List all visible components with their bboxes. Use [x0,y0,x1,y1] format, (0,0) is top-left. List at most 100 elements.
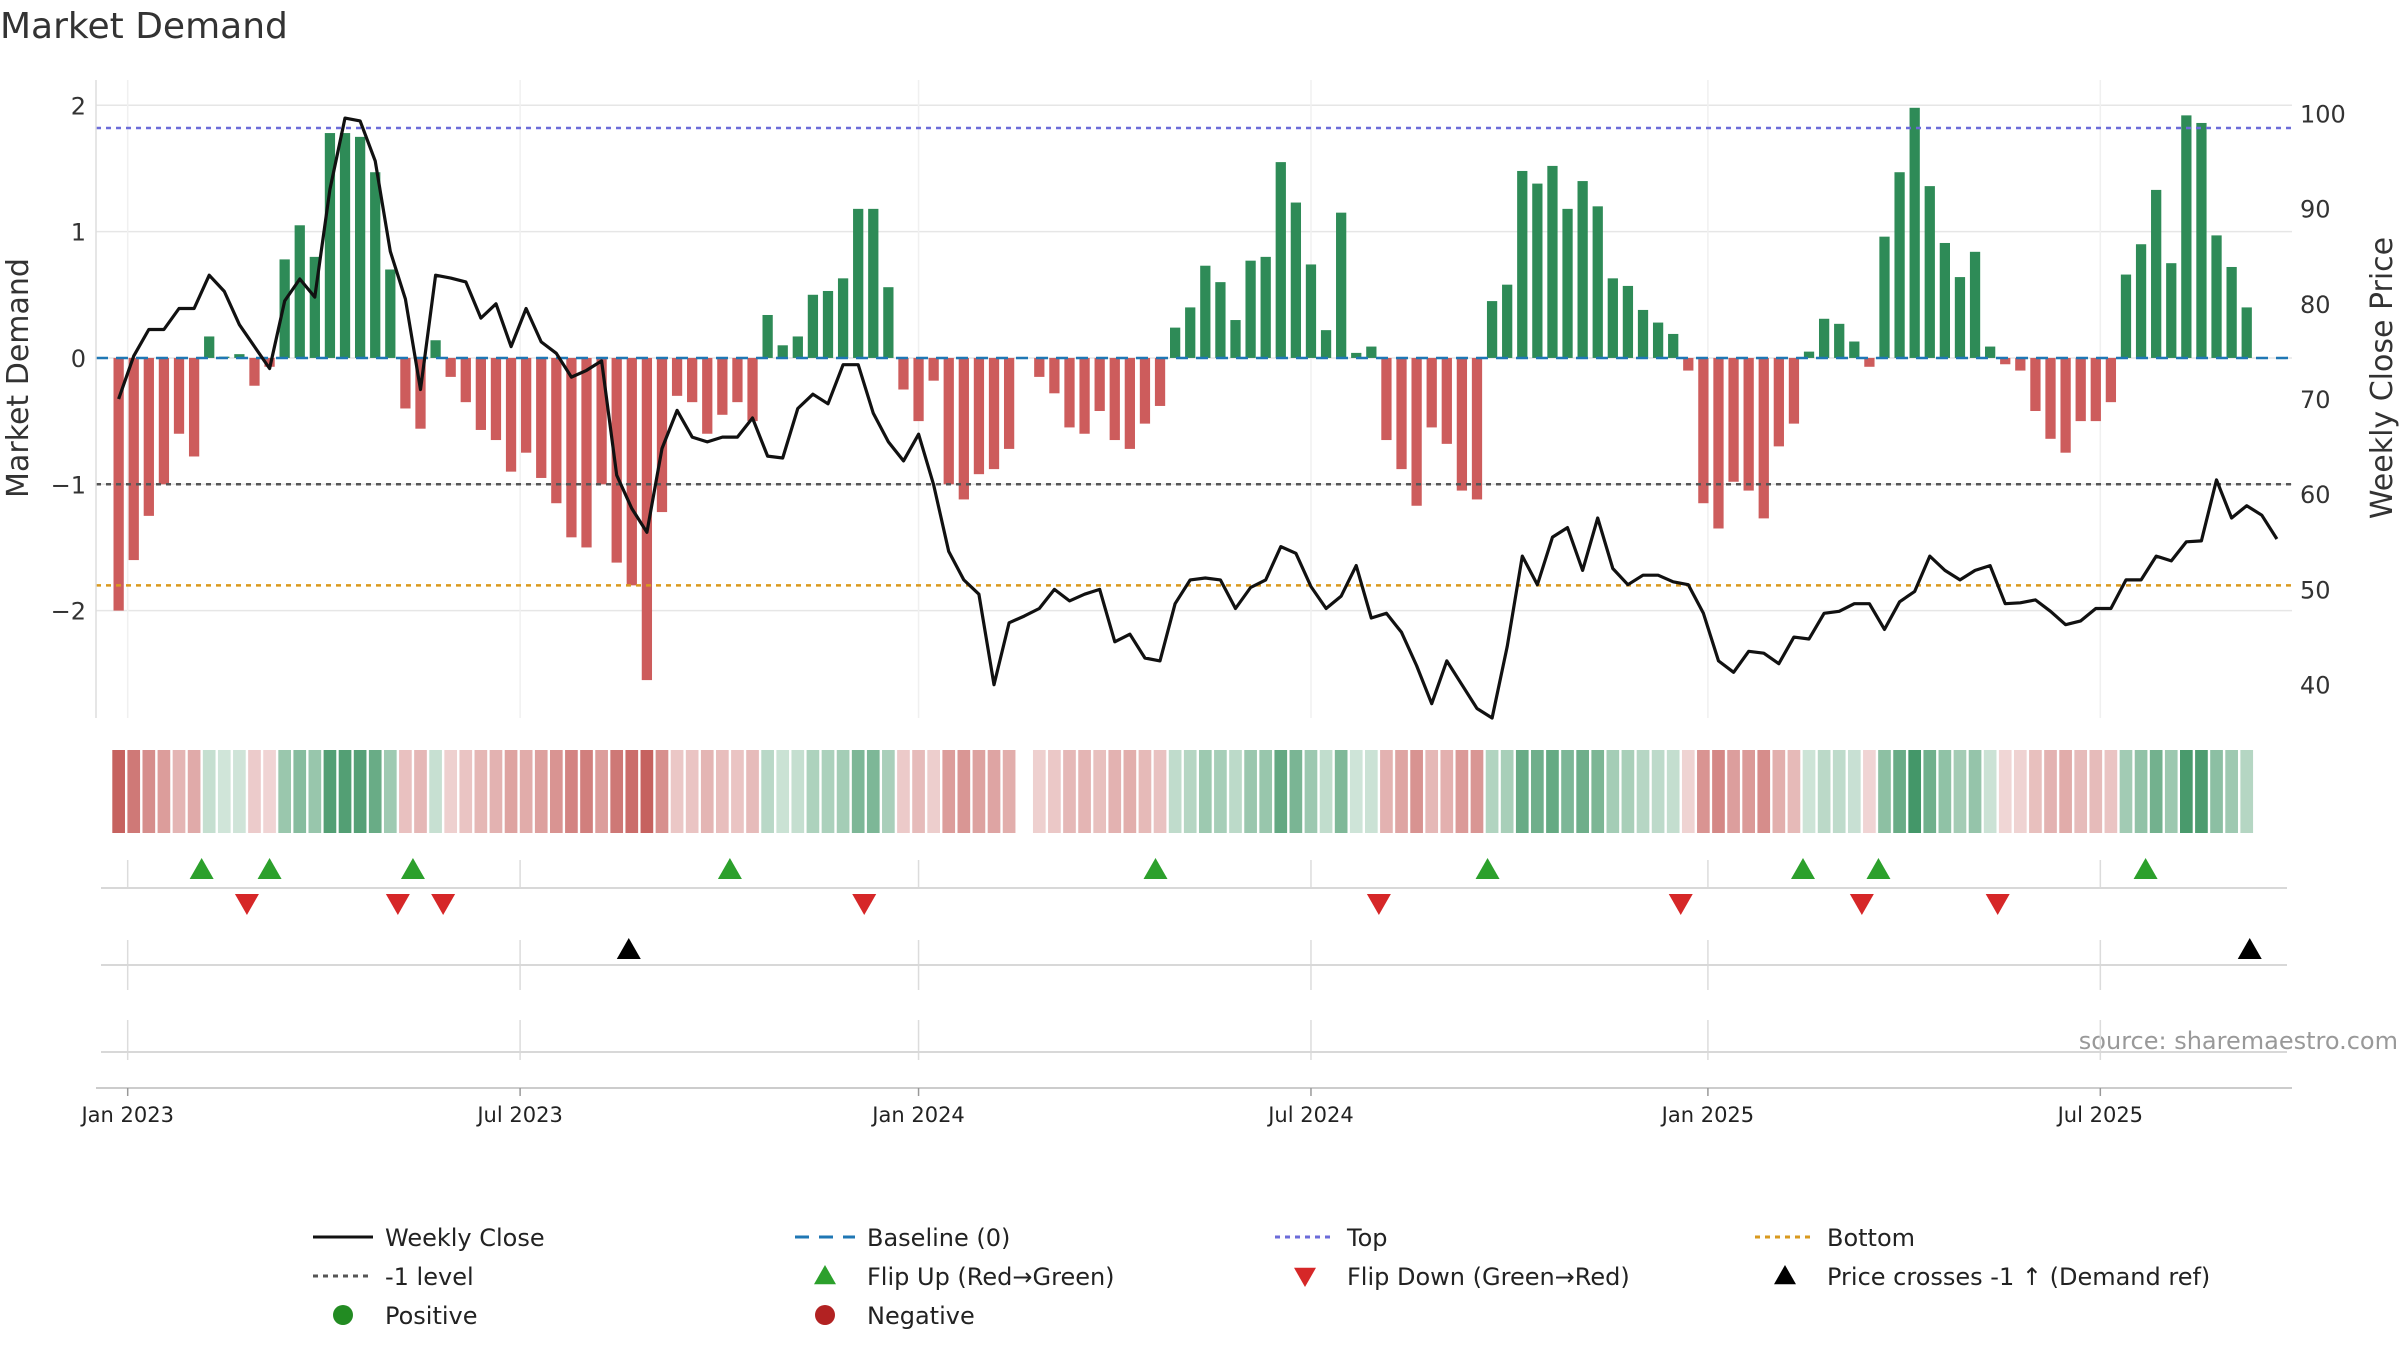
legend-swatch-circle [333,1305,353,1325]
demand-bar-negative [1381,357,1392,441]
heat-cell [2195,750,2208,833]
demand-bar-negative [1743,357,1754,491]
heat-cell [323,750,337,833]
flip-up-marker [1790,858,1815,879]
heat-cell [1048,750,1061,833]
heat-cell [1198,750,1212,833]
heat-cell [1515,750,1529,833]
legend-label: -1 level [385,1263,474,1291]
heat-cell [595,750,608,833]
y-tick-label-left: −1 [51,471,86,499]
demand-bar-negative [1788,357,1800,424]
demand-bar-negative [898,357,909,390]
y-tick-label-left: 1 [71,219,86,247]
demand-bar-positive [2226,266,2237,358]
demand-bar-positive [1486,301,1498,358]
demand-bar-positive [1652,322,1664,358]
heat-cell [2074,750,2088,833]
x-tick-label: Jul 2025 [2056,1103,2143,1127]
demand-bar-positive [1260,256,1271,358]
heat-cell [1304,750,1318,833]
heat-cell [1108,750,1122,833]
heat-cell [2164,750,2178,833]
legend-label: Price crosses -1 ↑ (Demand ref) [1827,1263,2210,1291]
heat-cell [1983,750,1997,833]
demand-bar-negative [1034,357,1045,377]
heat-cell [1168,750,1182,833]
chart-title: Market Demand [0,6,288,47]
heat-cell [1138,750,1152,833]
heat-cell [2119,750,2133,833]
demand-bar-positive [1637,309,1649,358]
demand-bar-positive [1954,277,1966,358]
demand-bar-negative [1698,357,1709,504]
demand-bar-negative [656,357,668,513]
demand-bar-negative [2060,357,2071,453]
demand-bar-negative [2105,357,2117,403]
demand-bar-negative [1109,357,1120,441]
heat-cell [565,750,578,833]
legend-label: Baseline (0) [867,1224,1010,1252]
demand-bar-positive [294,225,305,358]
demand-bar-negative [747,357,758,422]
heat-cell [338,750,352,833]
heat-cell [1772,750,1786,833]
legend-item: Flip Up (Red→Green) [814,1263,1115,1291]
heat-cell [368,750,382,833]
demand-bar-negative [1411,357,1422,506]
demand-bar-negative [475,357,486,430]
demand-bar-negative [702,357,713,434]
heat-cell [957,750,971,833]
demand-bar-positive [2211,235,2222,358]
heat-cell [761,750,774,833]
flip-down-marker [385,894,410,915]
heat-cell [1802,750,1816,833]
heat-cell [1681,750,1695,833]
weekly-close-layer [117,116,2279,720]
legend-item: Positive [333,1302,478,1330]
demand-bar-positive [1622,285,1634,358]
demand-bar-positive [279,259,290,358]
heat-cell [746,750,759,833]
x-tick-label: Jan 2023 [79,1103,174,1127]
demand-bar-positive [2241,307,2252,358]
heat-cell [157,750,171,833]
flip-down-marker [852,894,877,915]
legend-item: Bottom [1755,1224,1915,1252]
heat-cell [2134,750,2148,833]
legend-item: Top [1275,1224,1388,1252]
y-tick-label-right: 70 [2300,386,2331,414]
heat-cell [670,750,684,833]
heat-cell [1380,750,1393,833]
demand-bar-positive [1969,251,1981,358]
y-axis-right-label: Weekly Close Price [2365,237,2400,519]
demand-bar-negative [581,357,592,548]
legend-swatch-triangle-down [1294,1267,1316,1287]
demand-bar-positive [309,256,320,358]
demand-bar-positive [2120,274,2132,358]
legend-item: Flip Down (Green→Red) [1294,1263,1630,1291]
flip-down-marker [1366,894,1391,915]
heat-cell [1591,750,1605,833]
demand-bar-positive [1517,170,1528,358]
flip-up-marker [1866,858,1891,879]
flip-down-marker [234,894,259,915]
y-axis-left-label: Market Demand [1,258,36,498]
flip-up-marker [400,858,425,879]
demand-bar-negative [536,357,547,478]
heat-cell [1636,750,1650,833]
heat-cell [2089,750,2103,833]
heat-cell [791,750,805,833]
demand-bar-negative [988,357,1000,470]
heat-cell [1878,750,1891,833]
y-tick-label-right: 80 [2300,291,2331,319]
heat-cell [1470,750,1484,833]
demand-bar-negative [687,357,698,403]
flip-up-marker [1475,858,1500,879]
demand-bar-positive [1818,318,1830,358]
heat-cell [821,750,835,833]
heat-cell [1968,750,1982,833]
source-credit: source: sharemaestro.com [2079,1027,2398,1055]
heat-cell [836,750,850,833]
demand-bar-positive [1230,320,1241,358]
